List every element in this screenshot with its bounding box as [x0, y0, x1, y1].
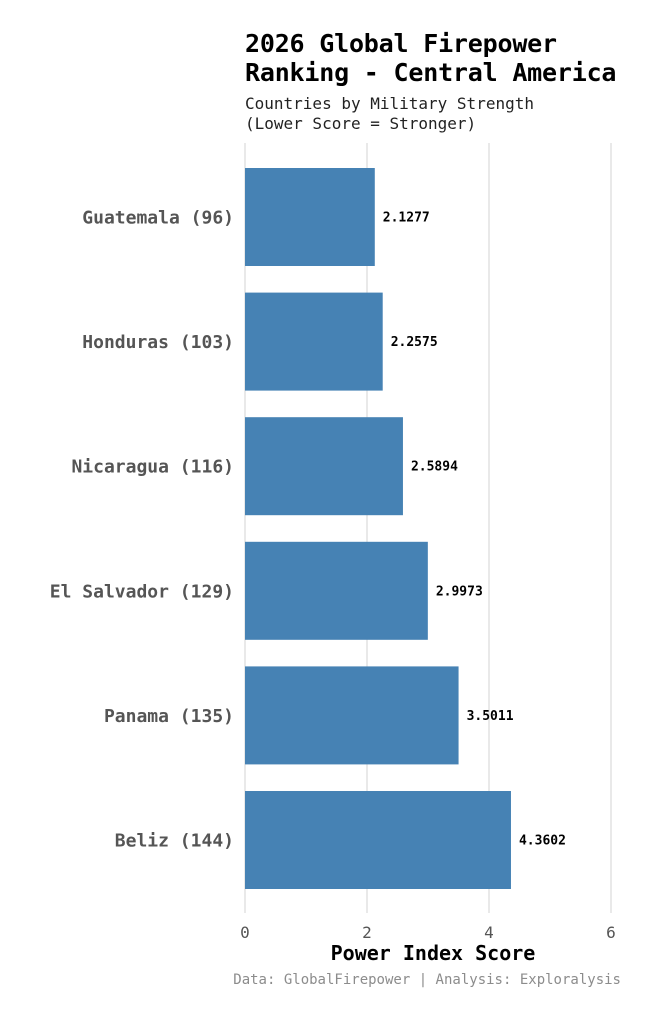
bar [245, 292, 383, 391]
x-tick-label: 0 [240, 923, 250, 942]
chart-title: 2026 Global Firepower Ranking - Central … [245, 29, 617, 87]
bar [245, 417, 403, 516]
bars [245, 168, 511, 889]
bar [245, 791, 511, 889]
bar-value-label: 2.5894 [411, 460, 458, 475]
category-label: El Salvador (129) [50, 581, 234, 602]
x-tick-label: 6 [606, 923, 616, 942]
bar-value-label: 2.1277 [383, 211, 430, 226]
bar [245, 666, 459, 765]
category-label: Honduras (103) [82, 332, 234, 353]
x-tick-label: 4 [484, 923, 494, 942]
bar [245, 168, 375, 266]
category-labels: Guatemala (96) Honduras (103) Nicaragua (1… [50, 208, 234, 852]
bar [245, 541, 428, 640]
category-label: Beliz (144) [115, 831, 234, 852]
chart-subtitle: Countries by Military Strength (Lower Sc… [245, 94, 534, 133]
category-label: Guatemala (96) [82, 208, 234, 229]
x-axis-title: Power Index Score [331, 941, 536, 965]
bar-value-label: 2.2575 [391, 335, 438, 350]
data-source-caption: Data: GlobalFirepower | Analysis: Explor… [233, 972, 621, 988]
bar-value-label: 4.3602 [519, 834, 566, 849]
category-label: Nicaragua (116) [71, 457, 234, 478]
x-tick-label: 2 [362, 923, 372, 942]
category-label: Panama (135) [104, 706, 234, 727]
bar-value-label: 2.9973 [436, 584, 483, 599]
x-tick-labels: 0 2 4 6 [240, 923, 616, 942]
bar-value-label: 3.5011 [467, 709, 514, 724]
grid-lines [244, 143, 612, 913]
value-labels: 2.1277 2.2575 2.5894 2.9973 3.5011 4.3602 [383, 211, 566, 849]
